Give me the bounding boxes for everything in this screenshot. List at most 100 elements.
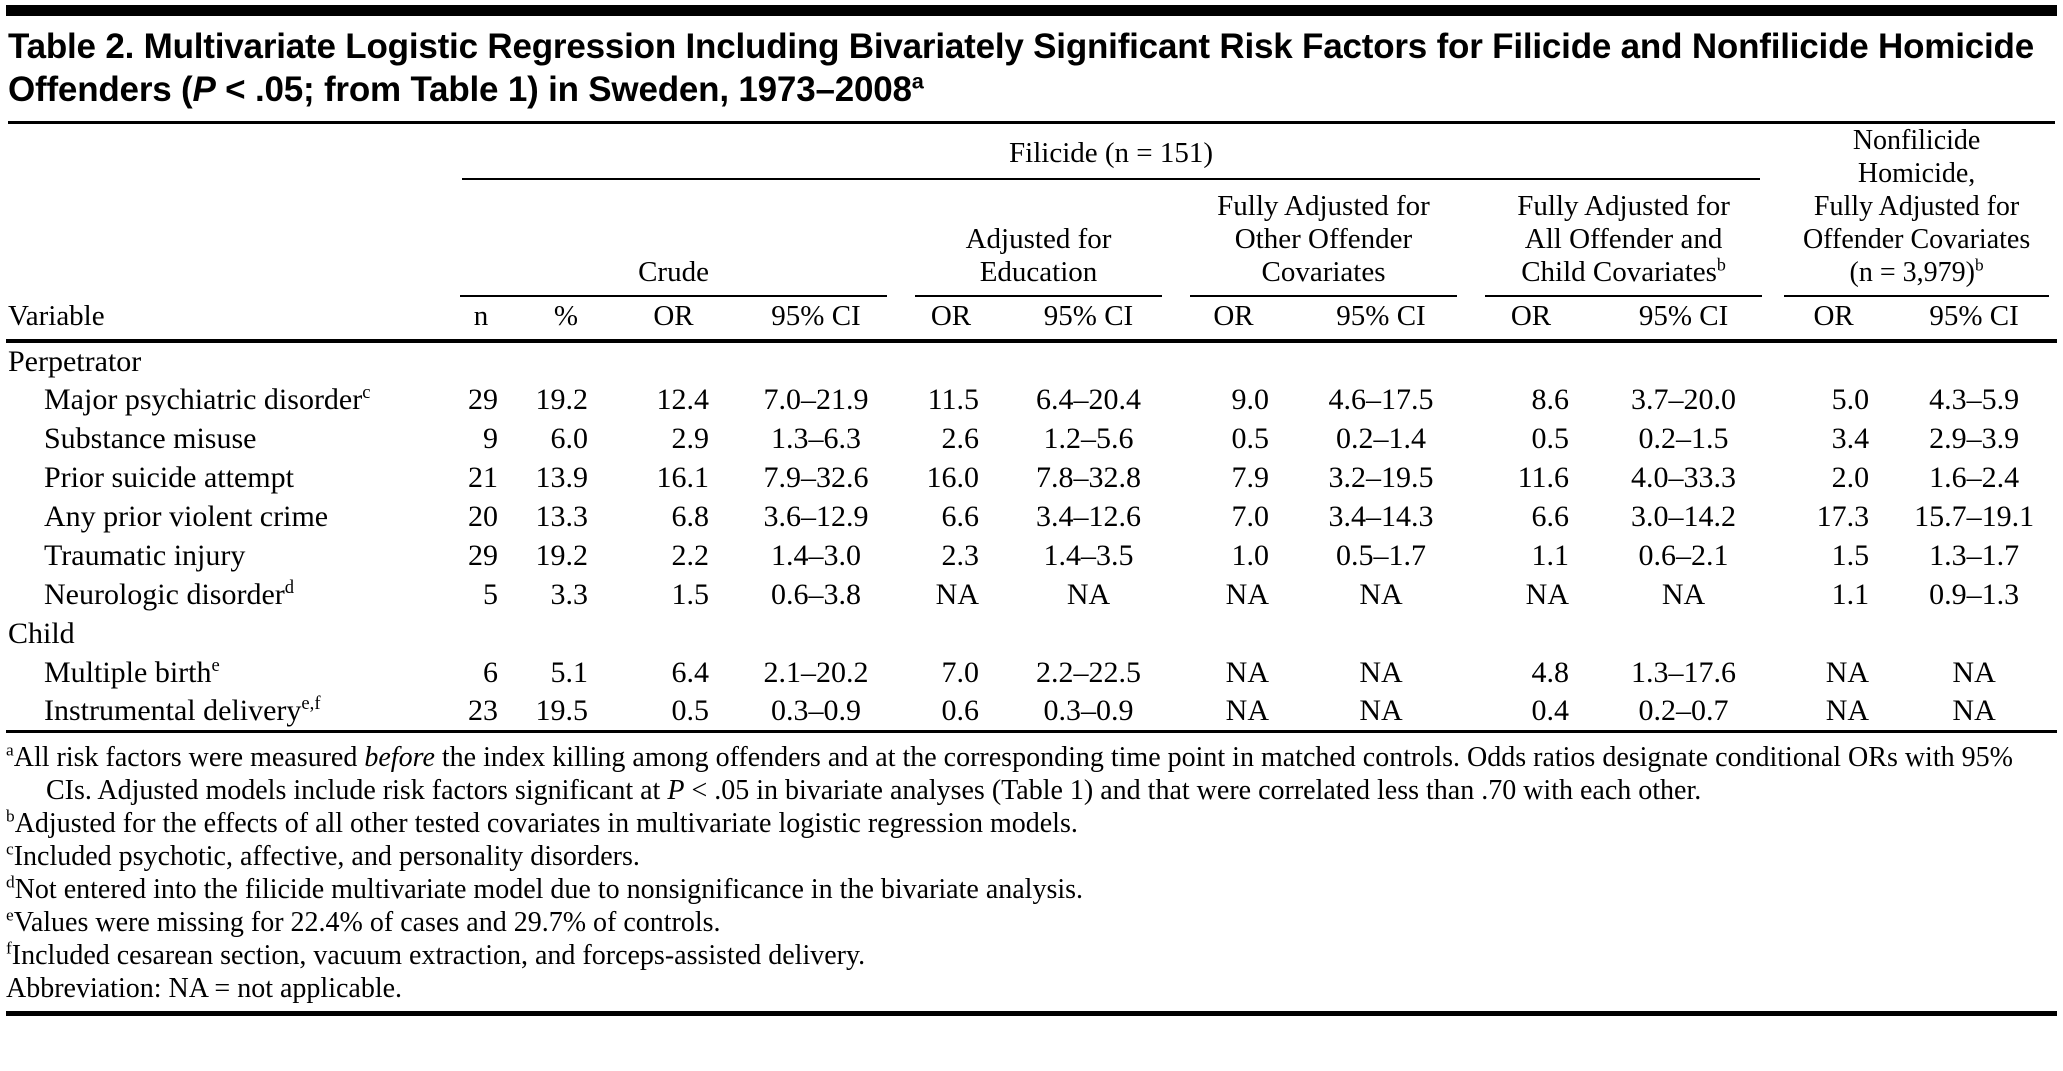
cell-ci-all-covariates: 3.7–20.0 — [1631, 382, 1737, 416]
section-row-perpetrator: Perpetrator — [6, 341, 2057, 380]
row-label: Major psychiatric disorderc — [44, 381, 371, 416]
cell-ci-nonfilicide: 0.9–1.3 — [1929, 577, 2020, 611]
regression-table: Variable Filicide (n = 151) Nonfilicide … — [6, 124, 2058, 733]
cell-ci-all-covariates: NA — [1661, 577, 1706, 611]
cell-ci-education: 7.8–32.8 — [1036, 460, 1141, 494]
cell-ci-other-offender: 3.4–14.3 — [1328, 499, 1434, 533]
cell-ci-education: 2.2–22.5 — [1036, 655, 1141, 689]
cell-or-other-offender: 1.0 — [1231, 538, 1270, 572]
group-header-adjusted-education: Adjusted for Education — [901, 180, 1176, 297]
footnote-e: eValues were missing for 22.4% of cases … — [6, 905, 721, 938]
cell-ci-nonfilicide: 4.3–5.9 — [1929, 382, 2020, 416]
col-label-ci-nonfilicide: 95% CI — [1891, 297, 2058, 343]
cell-or-education: 11.5 — [927, 382, 979, 416]
cell-n: 5 — [483, 577, 498, 611]
nonfilicide-header-line: Fully Adjusted for — [1813, 191, 2020, 222]
cell-ci-other-offender: 0.5–1.7 — [1336, 538, 1426, 572]
cell-ci-all-covariates: 0.2–0.7 — [1591, 692, 1777, 733]
footnote-a: aAll risk factors were measured before t… — [6, 740, 2013, 806]
cell-ci-all-covariates: 0.2–1.5 — [1638, 421, 1729, 455]
cell-or-nonfilicide: 1.1 — [1831, 577, 1870, 611]
col-label-or-other-offender: OR — [1176, 297, 1291, 343]
cell-n: 20 — [468, 499, 498, 533]
cell-ci-crude: 0.3–0.9 — [731, 692, 901, 733]
cell-ci-education: 1.4–3.5 — [1043, 538, 1134, 572]
cell-or-nonfilicide: 5.0 — [1831, 382, 1870, 416]
cell-ci-education: 6.4–20.4 — [1036, 382, 1141, 416]
row-footnote-marker: e — [211, 654, 220, 676]
cell-pct: 13.3 — [535, 499, 589, 533]
nonfilicide-footnote-marker: b — [1974, 255, 1984, 275]
title-text: Table 2. Multivariate Logistic Regressio… — [8, 27, 2034, 109]
nonfilicide-header-line: (n = 3,979)b — [1849, 255, 1984, 288]
cell-ci-crude: 1.4–3.0 — [771, 538, 861, 572]
nonfilicide-span-header: Nonfilicide Homicide, Fully Adjusted for… — [1776, 124, 2057, 297]
cell-or-crude: 6.4 — [671, 655, 710, 689]
cell-or-all-covariates: 1.1 — [1531, 538, 1570, 572]
footnote-b: bAdjusted for the effects of all other t… — [6, 806, 1078, 839]
nonfilicide-header-line: Homicide, — [1857, 158, 1976, 189]
cell-or-other-offender: 0.5 — [1231, 421, 1270, 455]
variable-column-header: Variable — [6, 124, 446, 343]
cell-pct: 13.9 — [535, 460, 589, 494]
row-label: Any prior violent crime — [44, 499, 329, 533]
row-any-prior-violent-crime: Any prior violent crime 20 13.3 6.8 3.6–… — [6, 497, 2057, 536]
cell-or-crude: 2.2 — [671, 538, 710, 572]
group-header-crude: Crude — [446, 180, 901, 297]
footnote-d: dNot entered into the filicide multivari… — [6, 872, 1084, 905]
cell-n: 6 — [483, 655, 498, 689]
row-label: Multiple birthe — [44, 654, 220, 689]
title-footnote-marker: a — [911, 68, 924, 94]
row-footnote-marker: e,f — [301, 692, 321, 714]
cell-ci-nonfilicide: NA — [1891, 692, 2058, 733]
col-label-ci-other-offender: 95% CI — [1291, 297, 1471, 343]
cell-ci-crude: 7.9–32.6 — [763, 460, 869, 494]
cell-or-crude: 6.8 — [671, 499, 710, 533]
cell-or-education: 6.6 — [941, 499, 980, 533]
cell-or-other-offender: NA — [1176, 692, 1291, 733]
cell-ci-nonfilicide: NA — [1952, 655, 1996, 689]
cell-ci-all-covariates: 4.0–33.3 — [1631, 460, 1737, 494]
filicide-span-header: Filicide (n = 151) — [446, 124, 1776, 180]
row-neurologic-disorder: Neurologic disorderd 5 3.3 1.5 0.6–3.8 N… — [6, 575, 2057, 614]
cell-ci-other-offender: NA — [1359, 577, 1403, 611]
cell-ci-other-offender: NA — [1291, 692, 1471, 733]
cell-or-crude: 2.9 — [671, 421, 710, 455]
cell-or-other-offender: NA — [1225, 655, 1269, 689]
footnotes: aAll risk factors were measured before t… — [6, 741, 2057, 1005]
row-label: Substance misuse — [44, 421, 257, 455]
cell-n: 29 — [468, 382, 498, 416]
nonfilicide-header-line: Offender Covariates — [1802, 224, 2031, 255]
footnote-marker-a: a — [6, 740, 14, 760]
cell-or-other-offender: 7.0 — [1231, 499, 1270, 533]
section-row-child: Child — [6, 614, 2057, 653]
row-footnote-marker: c — [362, 381, 371, 403]
cell-or-all-covariates: 0.4 — [1471, 692, 1591, 733]
cell-or-all-covariates: 4.8 — [1531, 655, 1570, 689]
cell-n: 29 — [468, 538, 498, 572]
row-traumatic-injury: Traumatic injury 29 19.2 2.2 1.4–3.0 2.3… — [6, 536, 2057, 575]
row-label: Neurologic disorderd — [44, 576, 295, 611]
group-header-fully-adjusted-other-offender: Fully Adjusted for Other Offender Covari… — [1176, 180, 1471, 297]
cell-or-nonfilicide: NA — [1825, 655, 1870, 689]
group-header-fully-adjusted-all-covariates: Fully Adjusted for All Offender and Chil… — [1471, 180, 1776, 297]
cell-pct: 19.2 — [535, 382, 589, 416]
col-label-pct: % — [516, 297, 616, 343]
cell-or-education: 2.6 — [941, 421, 980, 455]
cell-ci-crude: 3.6–12.9 — [763, 499, 869, 533]
cell-ci-education: 3.4–12.6 — [1036, 499, 1141, 533]
section-label: Perpetrator — [8, 344, 142, 378]
row-multiple-birth: Multiple birthe 6 5.1 6.4 2.1–20.2 7.0 2… — [6, 653, 2057, 692]
cell-ci-nonfilicide: 1.3–1.7 — [1929, 538, 2020, 572]
top-rule — [6, 5, 2057, 16]
table-title: Table 2. Multivariate Logistic Regressio… — [8, 25, 2055, 124]
cell-ci-education: 0.3–0.9 — [1001, 692, 1176, 733]
cell-ci-nonfilicide: 1.6–2.4 — [1929, 460, 2020, 494]
footnote-c: cIncluded psychotic, affective, and pers… — [6, 839, 640, 872]
row-prior-suicide-attempt: Prior suicide attempt 21 13.9 16.1 7.9–3… — [6, 458, 2057, 497]
cell-ci-other-offender: 3.2–19.5 — [1328, 460, 1434, 494]
cell-pct: 19.5 — [516, 692, 616, 733]
cell-ci-nonfilicide: 15.7–19.1 — [1914, 499, 2035, 533]
cell-ci-education: NA — [1066, 577, 1111, 611]
